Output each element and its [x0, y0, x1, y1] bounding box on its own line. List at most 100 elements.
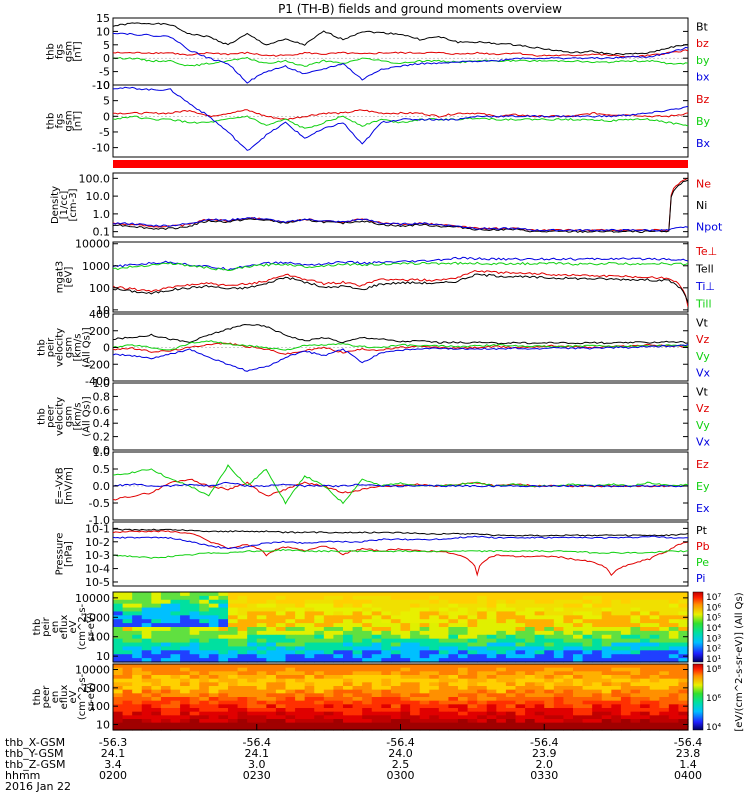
- spectrogram-cell: [486, 711, 497, 716]
- spectrogram-cell: [237, 592, 248, 597]
- spectrogram-cell: [611, 646, 622, 651]
- panel-frame: [112, 382, 689, 451]
- spectrogram-cell: [419, 592, 430, 597]
- spectrogram-cell: [323, 693, 335, 698]
- spectrogram-cell: [496, 722, 507, 727]
- spectrogram-cell: [113, 697, 124, 702]
- spectrogram-cell: [160, 678, 172, 683]
- spectrogram-cell: [113, 623, 124, 628]
- spectrogram-cell: [352, 634, 363, 640]
- spectrogram-cell: [438, 607, 450, 613]
- series-line-Vy: [113, 340, 688, 351]
- spectrogram-cell: [410, 686, 421, 691]
- spectrogram-cell: [630, 607, 641, 613]
- spectrogram-cell: [640, 599, 651, 605]
- spectrogram-cell: [429, 592, 440, 597]
- spectrogram-cell: [668, 675, 680, 680]
- spectrogram-cell: [170, 615, 181, 620]
- spectrogram-cell: [544, 715, 555, 720]
- spectrogram-cell: [151, 630, 162, 636]
- spectrogram-cell: [553, 715, 565, 720]
- legend-entry: Ne: [696, 178, 711, 191]
- spectrogram-cell: [208, 619, 220, 624]
- spectrogram-cell: [525, 700, 536, 705]
- spectrogram-cell: [352, 603, 363, 609]
- spectrogram-cell: [438, 693, 450, 698]
- spectrogram-cell: [132, 654, 143, 659]
- spectrogram-cell: [323, 592, 335, 597]
- spectrogram-cell: [256, 686, 267, 691]
- spectrogram-cell: [496, 671, 507, 676]
- spectrogram-cell: [218, 664, 229, 669]
- y-tick-label: 1000: [82, 611, 110, 624]
- spectrogram-cell: [678, 619, 689, 624]
- spectrogram-cell: [113, 675, 124, 680]
- spectrogram-cell: [266, 615, 277, 620]
- spectrogram-cell: [237, 642, 248, 648]
- spectrogram-cell: [668, 646, 680, 651]
- spectrogram-cell: [189, 611, 200, 616]
- spectrogram-cell: [180, 697, 191, 702]
- spectrogram-cell: [573, 675, 584, 680]
- spectrogram-cell: [275, 704, 287, 709]
- spectrogram-cell: [228, 671, 239, 676]
- spectrogram-cell: [659, 611, 670, 616]
- spectrogram-cell: [477, 700, 488, 705]
- spectrogram-cell: [381, 664, 392, 669]
- spectrogram-cell: [295, 634, 306, 640]
- spectrogram-cell: [170, 627, 181, 632]
- spectrogram-cell: [170, 654, 181, 659]
- spectrogram-cell: [601, 638, 612, 644]
- spectrogram-cell: [247, 619, 258, 624]
- spectrogram-cell: [295, 711, 306, 716]
- spectrogram-cell: [429, 719, 440, 724]
- panel-frame: [112, 17, 689, 86]
- spectrogram-cell: [323, 697, 335, 702]
- spectrogram-cell: [151, 642, 162, 648]
- spectrogram-cell: [199, 658, 210, 663]
- spectrogram-cell: [304, 719, 315, 724]
- spectrogram-cell: [275, 650, 287, 655]
- spectrogram-cell: [275, 671, 287, 676]
- footer-value: 0300: [387, 769, 415, 782]
- spectrogram-cell: [505, 634, 517, 640]
- legend-entry: Vy: [696, 350, 710, 363]
- spectrogram-cell: [601, 615, 612, 620]
- spectrogram-cell: [208, 686, 220, 691]
- spectrogram-cell: [160, 658, 172, 663]
- spectrogram-cell: [582, 619, 593, 624]
- spectrogram-cell: [189, 619, 200, 624]
- spectrogram-cell: [668, 693, 680, 698]
- spectrogram-cell: [438, 611, 450, 616]
- spectrogram-cell: [113, 595, 124, 601]
- spectrogram-cell: [122, 704, 133, 709]
- spectrogram-cell: [122, 667, 133, 672]
- spectrogram-cell: [573, 686, 584, 691]
- spectrogram-cell: [438, 726, 450, 731]
- spectrogram-cell: [218, 658, 229, 663]
- series-line-Ti⊥: [113, 256, 688, 271]
- spectrogram-cell: [496, 682, 507, 687]
- spectrogram-cell: [228, 708, 239, 713]
- spectrogram-cell: [678, 715, 689, 720]
- spectrogram-cell: [601, 650, 612, 655]
- spectrogram-cell: [620, 650, 632, 655]
- spectrogram-cell: [515, 667, 526, 672]
- spectrogram-cell: [410, 619, 421, 624]
- spectrogram-cell: [275, 599, 287, 605]
- spectrogram-cell: [256, 658, 267, 663]
- spectrogram-cell: [659, 615, 670, 620]
- spectrogram-cell: [151, 599, 162, 605]
- spectrogram-cell: [170, 686, 181, 691]
- series-line-Bx: [113, 86, 688, 151]
- y-axis-label: [cm-3]: [68, 188, 79, 221]
- spectrogram-cell: [534, 627, 545, 632]
- panel-frame: [112, 241, 689, 313]
- spectrogram-cell: [304, 664, 315, 669]
- spectrogram-cell: [458, 607, 469, 613]
- spectrogram-cell: [180, 658, 191, 663]
- spectrogram-cell: [141, 611, 152, 616]
- spectrogram-cell: [400, 697, 411, 702]
- spectrogram-cell: [218, 619, 229, 624]
- spectrogram-cell: [141, 689, 152, 694]
